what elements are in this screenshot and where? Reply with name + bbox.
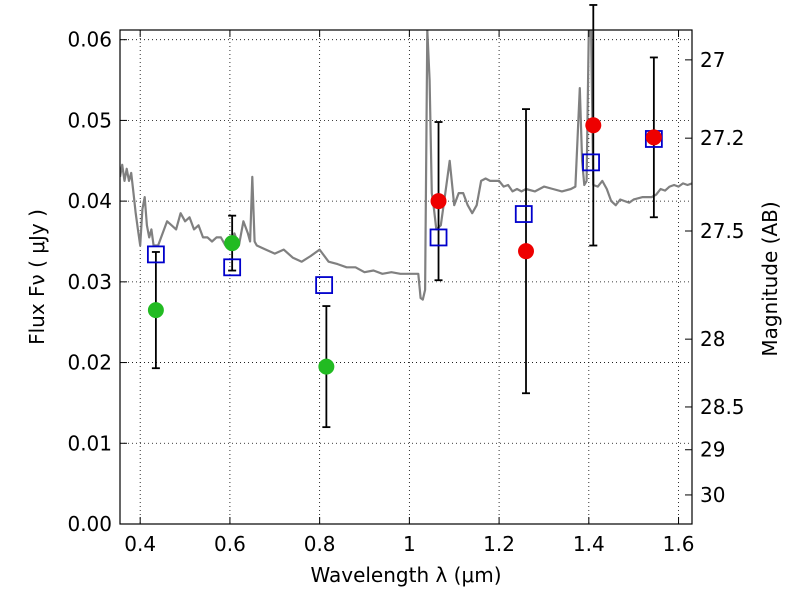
x-tick-label: 0.6 bbox=[214, 532, 246, 556]
model-flux-square bbox=[514, 205, 533, 223]
y2-tick-label: 27.5 bbox=[700, 219, 745, 243]
y2-tick-label: 30 bbox=[700, 483, 725, 507]
x-tick-label: 0.8 bbox=[304, 532, 336, 556]
observed-flux-point bbox=[147, 302, 164, 319]
spectrum-layer bbox=[120, 30, 692, 301]
y-tick-label: 0.02 bbox=[67, 351, 112, 375]
observed-flux-point bbox=[430, 193, 447, 210]
tick-layer: 0.4 0.6 0.8 1 1.2 1.4 1.6 0.00 0.01 0.02 0.03 0.04 0… bbox=[67, 28, 744, 556]
model-flux-square bbox=[315, 276, 334, 294]
model-flux-square bbox=[146, 245, 165, 264]
model-flux-square bbox=[582, 153, 600, 172]
y2-tick-label: 29 bbox=[700, 438, 725, 462]
y2-tick-label: 27 bbox=[700, 48, 725, 72]
y2-tick-label: 27.2 bbox=[700, 126, 745, 150]
model-spectrum-line bbox=[120, 30, 692, 301]
observed-flux-point bbox=[224, 235, 241, 252]
marker-layer bbox=[146, 117, 663, 375]
observed-flux-point bbox=[318, 358, 335, 375]
plot-frame bbox=[119, 29, 693, 525]
y-tick-label: 0.04 bbox=[67, 189, 112, 213]
y2-tick-label: 28 bbox=[700, 327, 725, 351]
y-tick-label: 0.03 bbox=[67, 270, 112, 294]
observed-flux-point bbox=[518, 243, 535, 260]
x-tick-label: 1 bbox=[403, 532, 416, 556]
x-tick-label: 0.4 bbox=[124, 532, 156, 556]
y-tick-label: 0.06 bbox=[67, 28, 112, 52]
grid-lines bbox=[120, 30, 692, 524]
y-tick-label: 0.05 bbox=[67, 108, 112, 132]
model-flux-square bbox=[223, 258, 242, 277]
y-tick-label: 0.01 bbox=[67, 431, 112, 455]
observed-flux-point bbox=[645, 129, 662, 146]
x-tick-label: 1.6 bbox=[663, 532, 695, 556]
y2-tick-label: 28.5 bbox=[700, 395, 745, 419]
observed-flux-point bbox=[585, 117, 602, 134]
y-axis-title: Flux Fν ( μJy ) bbox=[25, 209, 49, 345]
y2-axis-title: Magnitude (AB) bbox=[758, 201, 782, 356]
y-tick-label: 0.00 bbox=[67, 512, 112, 536]
x-axis-title: Wavelength λ (μm) bbox=[310, 563, 501, 587]
model-flux-square bbox=[429, 228, 448, 247]
x-tick-label: 1.4 bbox=[573, 532, 605, 556]
x-tick-label: 1.2 bbox=[483, 532, 515, 556]
error-bar-layer bbox=[151, 4, 658, 429]
